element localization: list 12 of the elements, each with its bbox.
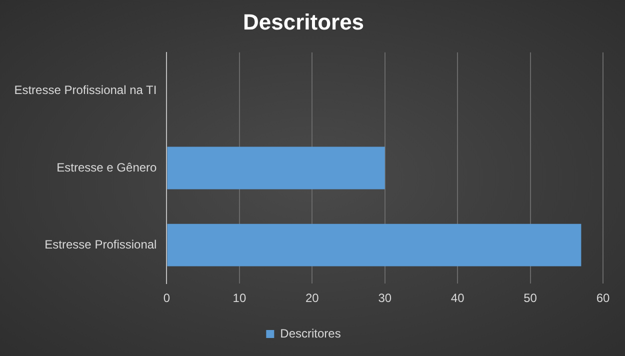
y-tick-label: Estresse Profissional: [44, 237, 157, 252]
x-tick-label: 40: [450, 291, 465, 306]
y-tick-label: Estresse Profissional na TI: [14, 83, 157, 98]
x-tick-label: 10: [232, 291, 246, 306]
y-tick-label: Estresse e Gênero: [56, 160, 158, 174]
x-tick-label: 0: [163, 291, 170, 306]
chart-title: Descritores: [242, 9, 364, 34]
legend-label: Descritores: [280, 326, 341, 340]
x-tick-label: 60: [596, 291, 610, 306]
x-tick-label: 50: [524, 291, 538, 306]
x-tick-label: 30: [378, 291, 392, 306]
x-tick-label: 20: [305, 291, 320, 306]
